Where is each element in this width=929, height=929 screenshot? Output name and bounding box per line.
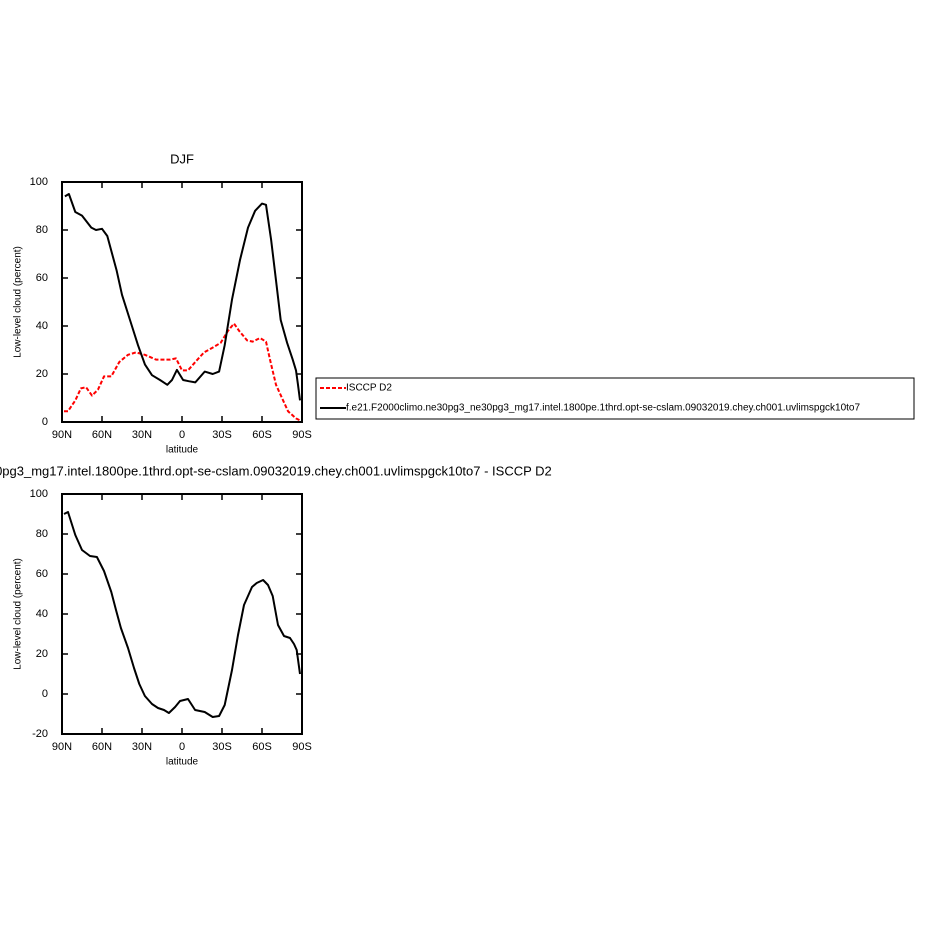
legend-box xyxy=(315,377,915,420)
y-axis-label: Low-level cloud (percent) xyxy=(13,246,24,358)
plot-frame xyxy=(61,493,303,735)
y-tick-label: 0 xyxy=(42,688,48,700)
x-tick-label: 30N xyxy=(132,429,152,441)
x-axis-label: latitude xyxy=(166,757,199,768)
y-tick-label: 60 xyxy=(36,568,48,580)
x-tick-label: 30S xyxy=(212,741,232,753)
x-tick-label: 60N xyxy=(92,429,112,441)
y-axis-label: Low-level cloud (percent) xyxy=(13,558,24,670)
legend-label: ISCCP D2 xyxy=(346,383,392,394)
y-tick-label: 100 xyxy=(30,176,48,188)
x-tick-label: 0 xyxy=(179,741,185,753)
y-tick-label: -20 xyxy=(32,728,48,740)
y-tick-label: 40 xyxy=(36,320,48,332)
x-tick-label: 60S xyxy=(252,741,272,753)
y-tick-label: 80 xyxy=(36,528,48,540)
y-tick-label: 20 xyxy=(36,648,48,660)
y-tick-label: 100 xyxy=(30,488,48,500)
x-tick-label: 0 xyxy=(179,429,185,441)
plot-frame xyxy=(61,181,303,423)
x-tick-label: 30N xyxy=(132,741,152,753)
x-tick-label: 90S xyxy=(292,741,312,753)
x-axis-label: latitude xyxy=(166,445,199,456)
x-tick-label: 90N xyxy=(52,741,72,753)
x-tick-label: 60N xyxy=(92,741,112,753)
series-line xyxy=(63,511,301,718)
x-tick-label: 90N xyxy=(52,429,72,441)
y-tick-label: 20 xyxy=(36,368,48,380)
series-line xyxy=(64,322,302,422)
series-line xyxy=(64,193,301,401)
legend-label: f.e21.F2000climo.ne30pg3_ne30pg3_mg17.in… xyxy=(346,403,860,414)
y-tick-label: 0 xyxy=(42,416,48,428)
y-tick-label: 60 xyxy=(36,272,48,284)
x-tick-label: 30S xyxy=(212,429,232,441)
y-tick-label: 80 xyxy=(36,224,48,236)
x-tick-label: 90S xyxy=(292,429,312,441)
y-tick-label: 40 xyxy=(36,608,48,620)
chart-title: DJF xyxy=(170,151,194,166)
chart-title: f.e21.F2000climo.ne30pg3_ne30pg3_mg17.in… xyxy=(0,463,552,478)
x-tick-label: 60S xyxy=(252,429,272,441)
